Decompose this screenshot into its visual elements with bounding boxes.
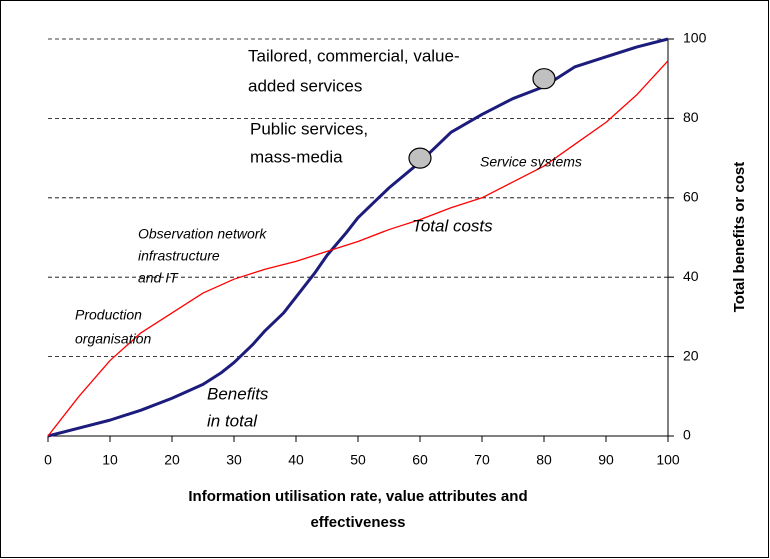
annotation: infrastructure	[138, 248, 220, 264]
y-tick-label: 80	[683, 109, 699, 125]
x-axis-label: Information utilisation rate, value attr…	[188, 488, 527, 505]
annotation: mass-media	[250, 147, 343, 166]
annotation: Service systems	[480, 154, 582, 170]
y-tick-label: 100	[683, 30, 707, 46]
x-tick-label: 100	[656, 452, 680, 468]
annotation: organisation	[75, 331, 151, 347]
marker	[532, 68, 556, 90]
x-tick-label: 70	[474, 452, 490, 468]
y-tick-label: 20	[683, 347, 699, 363]
line	[47, 60, 669, 437]
x-axis-label: effectiveness	[310, 514, 405, 531]
annotation: and IT	[138, 270, 179, 286]
annotation: added services	[248, 76, 362, 95]
annotation: Benefits	[207, 384, 269, 403]
x-tick-label: 60	[412, 452, 428, 468]
y-tick-label: 0	[683, 427, 691, 443]
annotation: Observation network	[138, 226, 267, 242]
annotation: Total costs	[412, 216, 493, 235]
x-tick-label: 50	[350, 452, 366, 468]
x-tick-label: 80	[536, 452, 552, 468]
x-tick-label: 20	[164, 452, 180, 468]
x-tick-label: 10	[102, 452, 118, 468]
annotation: Production	[75, 307, 142, 323]
y-tick-label: 60	[683, 189, 699, 205]
x-tick-label: 90	[598, 452, 614, 468]
x-tick-label: 40	[288, 452, 304, 468]
y-axis-label: Total benefits or cost	[731, 162, 748, 313]
annotation: in total	[207, 411, 258, 430]
annotation: Tailored, commercial, value-	[248, 46, 460, 65]
x-tick-label: 30	[226, 452, 242, 468]
line	[47, 37, 669, 438]
annotation: Public services,	[250, 119, 368, 138]
y-tick-label: 40	[683, 268, 699, 284]
x-tick-label: 0	[44, 452, 52, 468]
marker	[408, 147, 432, 169]
